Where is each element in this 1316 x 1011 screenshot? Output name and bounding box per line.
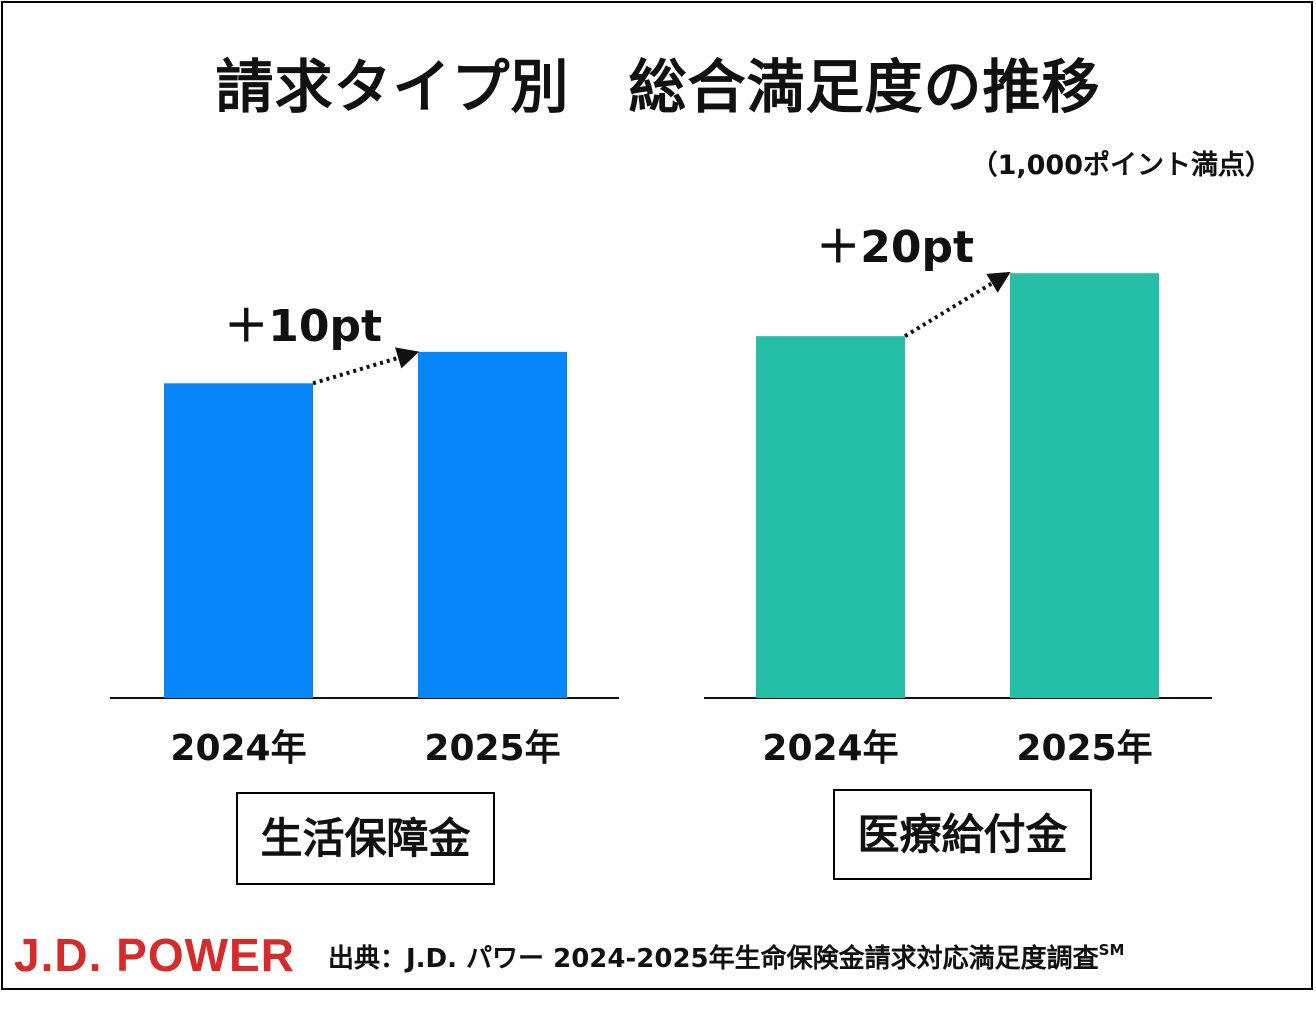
category-label-living: 生活保障金 bbox=[260, 814, 471, 863]
brand-logo-text: J.D. POWER bbox=[14, 929, 295, 981]
bar-living-2025 bbox=[418, 351, 567, 698]
change-label-medical: ＋20pt bbox=[816, 222, 974, 273]
x-tick-label-medical-2025: 2025年 bbox=[1016, 728, 1152, 769]
bar-living-2024 bbox=[164, 383, 313, 698]
x-tick-label-medical-2024: 2024年 bbox=[762, 728, 898, 769]
change-arrow-medical bbox=[903, 271, 1011, 338]
service-mark: SM bbox=[1098, 941, 1125, 959]
bar-medical-2025 bbox=[1010, 273, 1159, 698]
bar-medical-2024 bbox=[756, 336, 905, 698]
source-note: 出典：J.D. パワー 2024-2025年生命保険金請求対応満足度調査SM bbox=[328, 938, 1124, 975]
category-box-living: 生活保障金 bbox=[236, 792, 495, 885]
change-label-living: ＋10pt bbox=[224, 301, 382, 352]
brand-logo: J.D. POWER bbox=[14, 928, 295, 982]
unit-note: （1,000ポイント満点） bbox=[970, 150, 1272, 181]
change-arrow-living bbox=[312, 347, 420, 386]
chart-title: 請求タイプ別 総合満足度の推移 bbox=[215, 53, 1101, 121]
chart-frame bbox=[1, 1, 1313, 990]
x-tick-label-living-2025: 2025年 bbox=[424, 728, 560, 769]
source-text: 出典：J.D. パワー 2024-2025年生命保険金請求対応満足度調査 bbox=[328, 944, 1099, 974]
category-box-medical: 医療給付金 bbox=[833, 789, 1092, 880]
category-label-medical: 医療給付金 bbox=[857, 810, 1068, 859]
x-tick-label-living-2024: 2024年 bbox=[170, 728, 306, 769]
